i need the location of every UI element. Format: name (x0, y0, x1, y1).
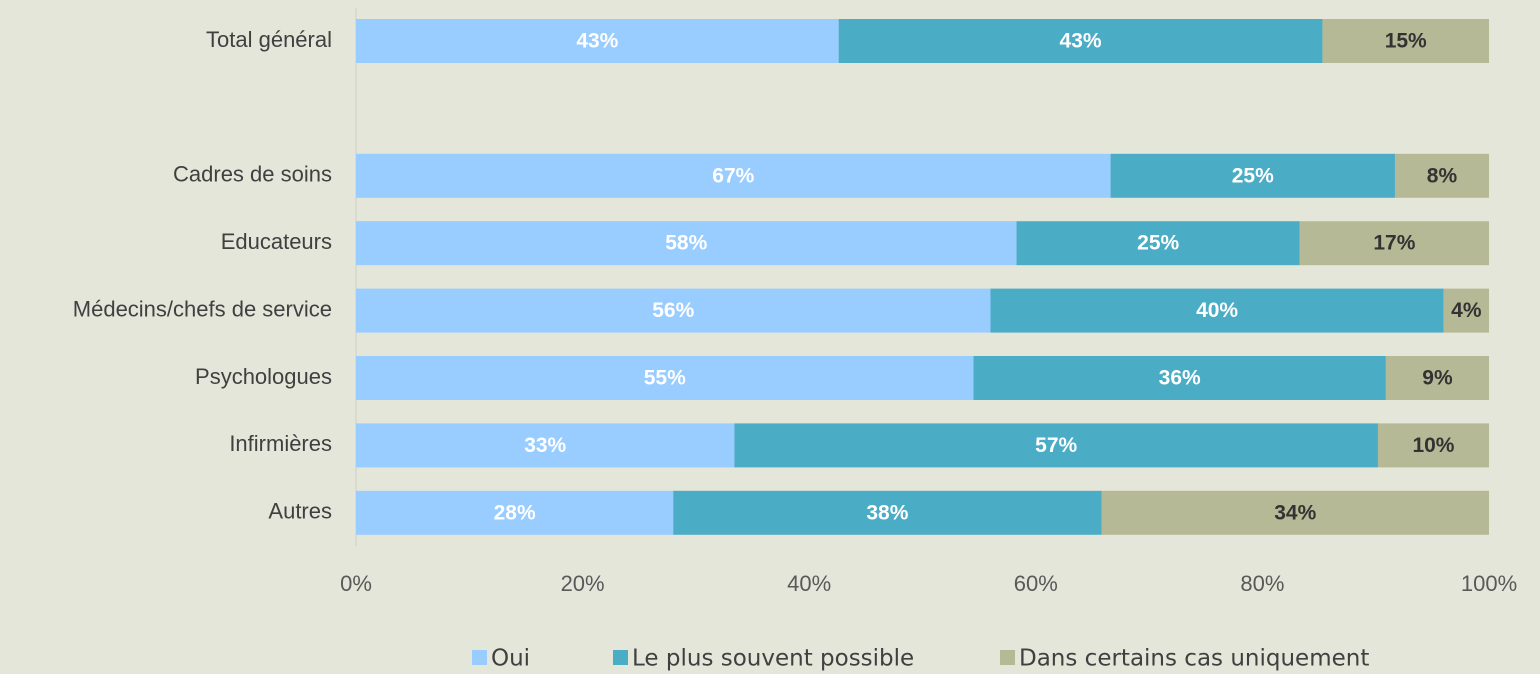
bar-segment (1377, 423, 1489, 468)
data-label: 56% (652, 299, 694, 322)
data-label: 17% (1373, 232, 1415, 255)
category-label: Médecins/chefs de service (73, 296, 332, 321)
bar-segment (356, 288, 991, 333)
bar-segment (1110, 153, 1395, 198)
legend-swatch (1000, 650, 1015, 665)
bar-segment (1443, 288, 1489, 333)
bar-segment (734, 423, 1378, 468)
bar-segment (1101, 490, 1489, 535)
data-label: 67% (712, 164, 754, 187)
bar-segment (973, 356, 1386, 400)
legend-label: Oui (491, 646, 530, 672)
bar-segment (990, 288, 1444, 333)
data-label: 33% (524, 434, 566, 457)
bar-segment (356, 221, 1017, 266)
data-label: 58% (665, 232, 707, 255)
bar-segment (356, 19, 839, 63)
category-label: Educateurs (221, 229, 332, 254)
legend-label: Le plus souvent possible (632, 646, 914, 672)
bar-segment (356, 356, 974, 400)
bar-segment (1322, 19, 1489, 63)
data-label: 34% (1274, 501, 1316, 524)
bar-segment (1385, 356, 1489, 400)
data-label: 43% (576, 30, 618, 53)
category-label: Cadres de soins (173, 162, 332, 187)
category-label: Total général (206, 27, 332, 52)
x-tick-label: 0% (340, 571, 372, 596)
bar-segment (356, 153, 1111, 198)
data-label: 9% (1422, 367, 1453, 390)
data-label: 10% (1412, 434, 1454, 457)
x-tick-label: 60% (1014, 571, 1058, 596)
data-label: 4% (1451, 299, 1482, 322)
data-label: 43% (1060, 30, 1102, 53)
data-label: 40% (1196, 299, 1238, 322)
data-label: 25% (1232, 164, 1274, 187)
data-label: 8% (1427, 164, 1458, 187)
data-label: 15% (1385, 30, 1427, 53)
data-label: 38% (866, 501, 908, 524)
data-label: 25% (1137, 232, 1179, 255)
category-label: Psychologues (195, 364, 332, 389)
x-tick-label: 100% (1461, 571, 1517, 596)
x-tick-label: 20% (561, 571, 605, 596)
category-label: Autres (268, 499, 332, 524)
bar-segment (838, 19, 1323, 63)
bar-segment (356, 490, 674, 535)
bar-segment (1016, 221, 1300, 266)
data-label: 57% (1035, 434, 1077, 457)
data-label: 28% (494, 501, 536, 524)
legend-swatch (472, 650, 487, 665)
bar-segment (356, 423, 735, 468)
category-label: Infirmières (229, 431, 332, 456)
data-label: 36% (1159, 367, 1201, 390)
data-label: 55% (644, 367, 686, 390)
bar-segment (1299, 221, 1489, 266)
legend-swatch (613, 650, 628, 665)
legend-label: Dans certains cas uniquement (1019, 646, 1369, 672)
x-tick-label: 40% (787, 571, 831, 596)
x-tick-label: 80% (1240, 571, 1284, 596)
bar-segment (1394, 153, 1489, 198)
bar-segment (673, 490, 1102, 535)
